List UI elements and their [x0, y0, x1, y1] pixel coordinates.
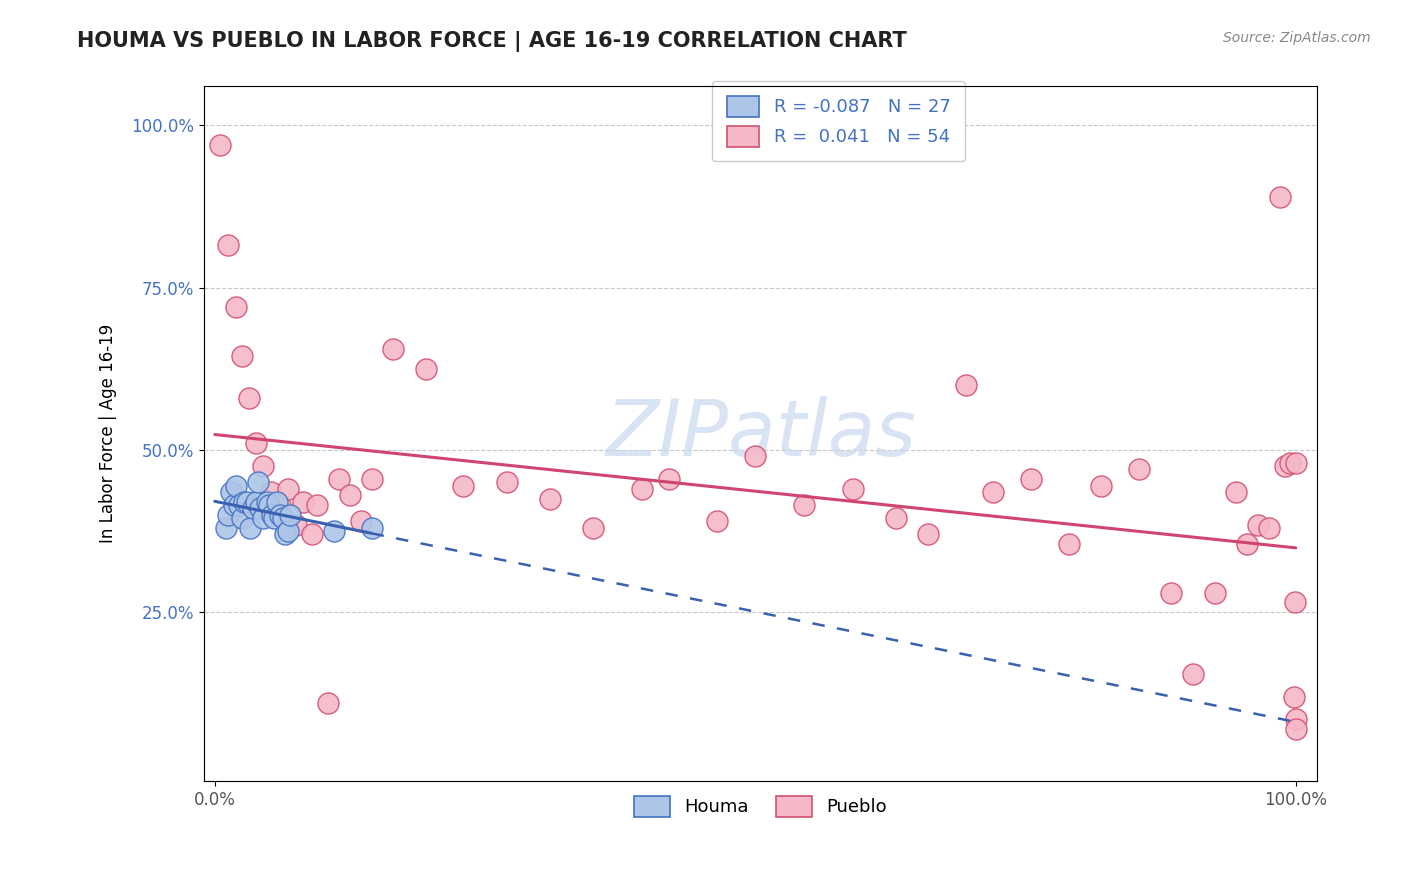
- Point: [225, 478, 247, 492]
- Point: [1285, 722, 1308, 736]
- Point: [1247, 517, 1270, 532]
- Point: [257, 498, 280, 512]
- Point: [301, 527, 323, 541]
- Point: [1284, 595, 1306, 609]
- Point: [630, 482, 652, 496]
- Point: [658, 472, 681, 486]
- Point: [1090, 478, 1112, 492]
- Point: [260, 485, 283, 500]
- Text: HOUMA VS PUEBLO IN LABOR FORCE | AGE 16-19 CORRELATION CHART: HOUMA VS PUEBLO IN LABOR FORCE | AGE 16-…: [77, 31, 907, 53]
- Point: [284, 517, 307, 532]
- Point: [1268, 190, 1291, 204]
- Point: [538, 491, 561, 506]
- Point: [884, 511, 907, 525]
- Point: [1274, 459, 1296, 474]
- Point: [328, 472, 350, 486]
- Point: [245, 495, 267, 509]
- Text: ZIPatlas: ZIPatlas: [605, 396, 917, 472]
- Point: [322, 524, 344, 538]
- Point: [252, 511, 274, 525]
- Point: [224, 498, 246, 512]
- Point: [1128, 462, 1150, 476]
- Point: [1279, 456, 1302, 470]
- Point: [274, 527, 297, 541]
- Point: [214, 521, 236, 535]
- Point: [277, 524, 299, 538]
- Point: [1160, 585, 1182, 599]
- Point: [1236, 537, 1258, 551]
- Y-axis label: In Labor Force | Age 16-19: In Labor Force | Age 16-19: [100, 324, 117, 543]
- Point: [382, 343, 405, 357]
- Point: [217, 238, 239, 252]
- Point: [269, 498, 291, 512]
- Point: [495, 475, 517, 490]
- Point: [1285, 712, 1308, 726]
- Point: [841, 482, 863, 496]
- Point: [292, 495, 315, 509]
- Point: [233, 495, 256, 509]
- Point: [453, 478, 475, 492]
- Point: [271, 511, 294, 525]
- Point: [247, 475, 270, 490]
- Point: [219, 485, 242, 500]
- Point: [225, 300, 247, 314]
- Point: [256, 495, 278, 509]
- Point: [217, 508, 239, 522]
- Point: [1257, 521, 1279, 535]
- Point: [263, 511, 285, 525]
- Point: [262, 508, 284, 522]
- Point: [415, 361, 437, 376]
- Point: [360, 472, 382, 486]
- Point: [316, 696, 339, 710]
- Point: [955, 378, 977, 392]
- Point: [1057, 537, 1080, 551]
- Point: [242, 501, 264, 516]
- Point: [231, 349, 253, 363]
- Point: [209, 137, 232, 152]
- Point: [269, 508, 291, 522]
- Point: [981, 485, 1004, 500]
- Point: [231, 511, 253, 525]
- Point: [236, 495, 259, 509]
- Point: [266, 495, 288, 509]
- Point: [1282, 690, 1305, 704]
- Point: [252, 459, 274, 474]
- Point: [1182, 666, 1205, 681]
- Point: [350, 514, 373, 528]
- Point: [582, 521, 605, 535]
- Point: [277, 482, 299, 496]
- Point: [1285, 456, 1308, 470]
- Point: [245, 436, 267, 450]
- Point: [744, 450, 766, 464]
- Legend: Houma, Pueblo: Houma, Pueblo: [627, 789, 894, 824]
- Point: [706, 514, 728, 528]
- Point: [1204, 585, 1226, 599]
- Point: [280, 508, 302, 522]
- Point: [793, 498, 815, 512]
- Point: [239, 521, 262, 535]
- Point: [238, 391, 260, 405]
- Point: [360, 521, 382, 535]
- Point: [339, 488, 361, 502]
- Point: [249, 501, 271, 516]
- Point: [1225, 485, 1247, 500]
- Point: [307, 498, 329, 512]
- Point: [228, 498, 250, 512]
- Point: [917, 527, 939, 541]
- Text: Source: ZipAtlas.com: Source: ZipAtlas.com: [1223, 31, 1371, 45]
- Point: [1019, 472, 1042, 486]
